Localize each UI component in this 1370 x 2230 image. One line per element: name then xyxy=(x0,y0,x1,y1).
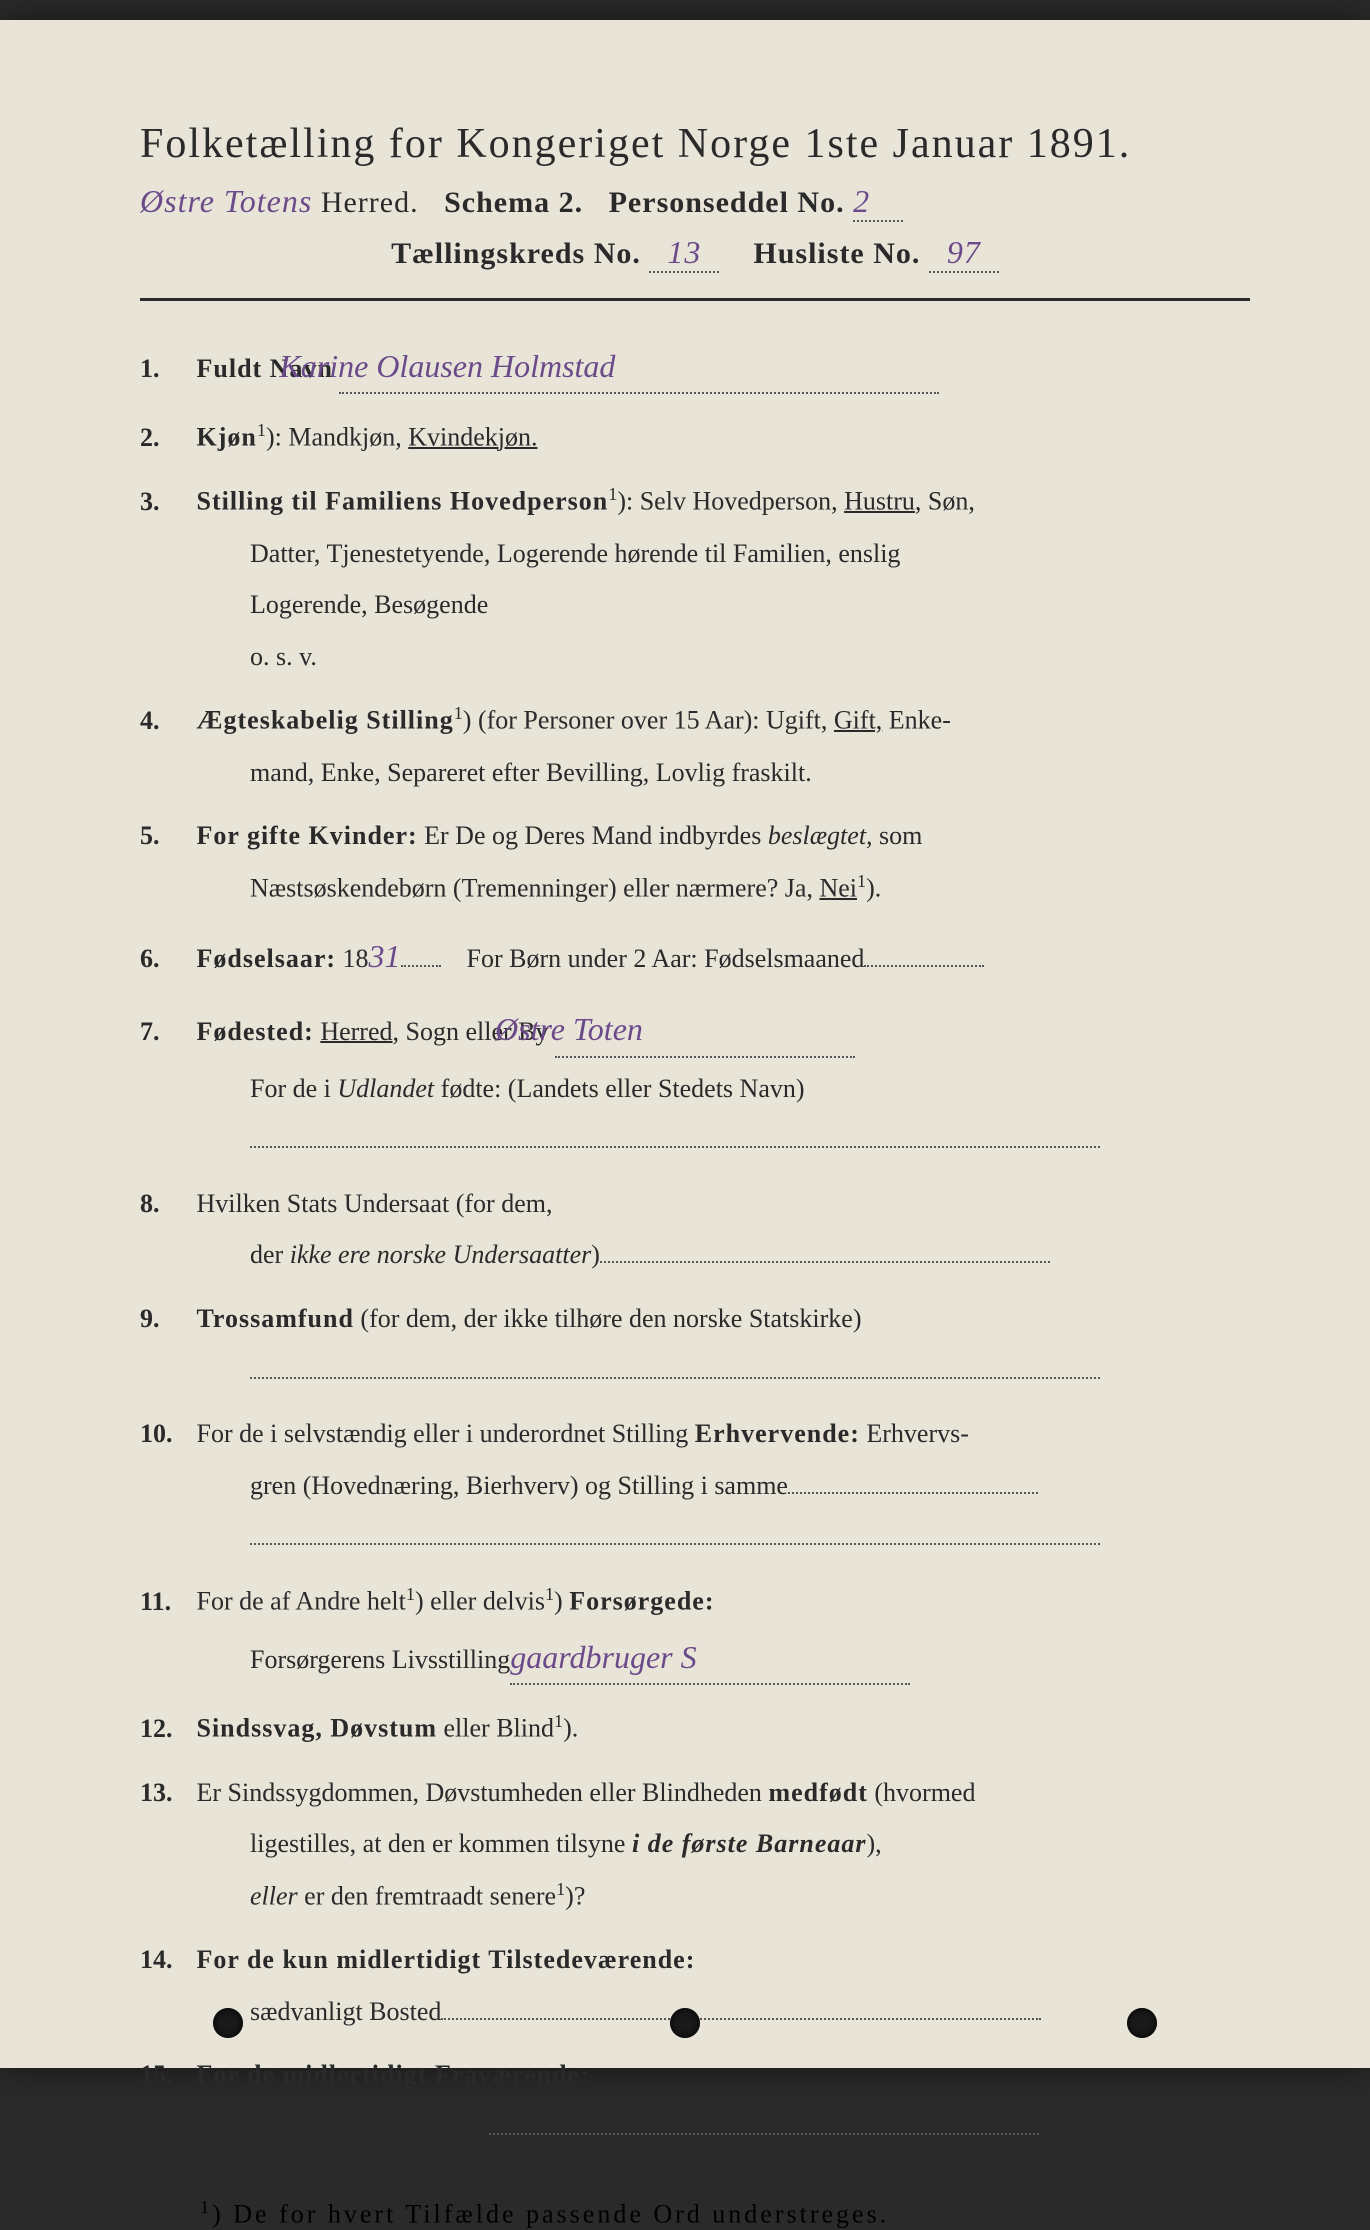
item-15-label: For de midlertidigt Fraværende: xyxy=(197,2060,590,2089)
item-6-year: 31 xyxy=(369,938,401,974)
item-5-selected: Nei xyxy=(819,874,857,903)
item-11-num: 11. xyxy=(140,1581,190,1623)
item-2-num: 2. xyxy=(140,417,190,459)
item-3-label: Stilling til Familiens Hovedperson xyxy=(197,487,609,516)
item-15-num: 15. xyxy=(140,2054,190,2096)
census-form-page: Folketælling for Kongeriget Norge 1ste J… xyxy=(0,20,1370,2068)
item-15-line2: antageligt Opholdssted xyxy=(140,2106,1250,2148)
item-3-num: 3. xyxy=(140,481,190,523)
personseddel-no: 2 xyxy=(853,183,870,219)
item-3: 3. Stilling til Familiens Hovedperson1):… xyxy=(140,480,1250,522)
item-1-value: Karine Olausen Holmstad xyxy=(279,348,615,384)
herred-label: Herred. xyxy=(321,186,419,219)
item-12-label: Sindssvag, Døvstum xyxy=(197,1714,438,1743)
personseddel-label: Personseddel No. xyxy=(609,186,845,219)
item-5: 5. For gifte Kvinder: Er De og Deres Man… xyxy=(140,815,1250,857)
item-7-num: 7. xyxy=(140,1011,190,1053)
item-9-num: 9. xyxy=(140,1298,190,1340)
item-14-num: 14. xyxy=(140,1939,190,1981)
kreds-line: Tællingskreds No. 13 Husliste No. 97 xyxy=(140,234,1250,273)
item-10-blank xyxy=(140,1516,1250,1558)
item-1-num: 1. xyxy=(140,348,190,390)
item-4-selected: Gift, xyxy=(834,706,882,735)
form-header: Folketælling for Kongeriget Norge 1ste J… xyxy=(140,120,1250,273)
item-12: 12. Sindssvag, Døvstum eller Blind1). xyxy=(140,1707,1250,1749)
item-3-line4: o. s. v. xyxy=(140,636,1250,678)
item-7-value: Østre Toten xyxy=(495,1011,643,1047)
item-13-line2: ligestilles, at den er kommen tilsyne i … xyxy=(140,1823,1250,1865)
item-4: 4. Ægteskabelig Stilling1) (for Personer… xyxy=(140,699,1250,741)
item-8: 8. Hvilken Stats Undersaat (for dem, xyxy=(140,1183,1250,1225)
footnote: 1) De for hvert Tilfælde passende Ord un… xyxy=(140,2197,1250,2230)
item-9: 9. Trossamfund (for dem, der ikke tilhør… xyxy=(140,1298,1250,1340)
item-4-num: 4. xyxy=(140,700,190,742)
item-9-blank xyxy=(140,1350,1250,1392)
item-15: 15. For de midlertidigt Fraværende: xyxy=(140,2054,1250,2096)
husliste-label: Husliste No. xyxy=(753,237,920,270)
hole-icon xyxy=(670,2008,700,2038)
husliste-no: 97 xyxy=(947,234,981,270)
hole-icon xyxy=(1127,2008,1157,2038)
item-14: 14. For de kun midlertidigt Tilstedevære… xyxy=(140,1939,1250,1981)
item-11-line2: Forsørgerens Livsstillinggaardbruger S xyxy=(140,1632,1250,1685)
form-title: Folketælling for Kongeriget Norge 1ste J… xyxy=(140,120,1250,168)
item-13: 13. Er Sindssygdommen, Døvstumheden elle… xyxy=(140,1772,1250,1814)
item-7: 7. Fødested: Herred, Sogn eller By Østre… xyxy=(140,1004,1250,1057)
item-9-label: Trossamfund xyxy=(197,1304,354,1333)
herred-value: Østre Totens xyxy=(140,183,312,219)
item-11-value: gaardbruger S xyxy=(510,1639,696,1675)
item-2-selected: Kvindekjøn. xyxy=(408,423,537,452)
item-4-line2: mand, Enke, Separeret efter Bevilling, L… xyxy=(140,752,1250,794)
item-11: 11. For de af Andre helt1) eller delvis1… xyxy=(140,1580,1250,1622)
item-10-num: 10. xyxy=(140,1413,190,1455)
item-3-selected: Hustru xyxy=(844,487,915,516)
item-7-blank xyxy=(140,1119,1250,1161)
herred-line: Østre Totens Herred. Schema 2. Personsed… xyxy=(140,183,1250,222)
item-7-herred: Herred xyxy=(320,1017,392,1046)
schema-label: Schema 2. xyxy=(444,186,583,219)
item-5-line2: Næstsøskendebørn (Tremenninger) eller næ… xyxy=(140,867,1250,909)
item-2: 2. Kjøn1): Mandkjøn, Kvindekjøn. xyxy=(140,416,1250,458)
item-3-line3: Logerende, Besøgende xyxy=(140,584,1250,626)
item-3-line2: Datter, Tjenestetyende, Logerende hørend… xyxy=(140,533,1250,575)
item-10: 10. For de i selvstændig eller i underor… xyxy=(140,1413,1250,1455)
item-6-num: 6. xyxy=(140,938,190,980)
item-6: 6. Fødselsaar: 1831 For Børn under 2 Aar… xyxy=(140,931,1250,982)
item-7-line2: For de i Udlandet fødte: (Landets eller … xyxy=(140,1068,1250,1110)
taellingskreds-label: Tællingskreds No. xyxy=(391,237,641,270)
item-8-num: 8. xyxy=(140,1183,190,1225)
item-2-label: Kjøn xyxy=(197,423,257,452)
taellingskreds-no: 13 xyxy=(667,234,701,270)
header-divider xyxy=(140,298,1250,301)
item-4-label: Ægteskabelig Stilling xyxy=(197,706,454,735)
item-5-num: 5. xyxy=(140,815,190,857)
item-13-num: 13. xyxy=(140,1772,190,1814)
item-13-line3: eller er den fremtraadt senere1)? xyxy=(140,1875,1250,1917)
item-6-label: Fødselsaar: xyxy=(197,944,337,973)
hole-icon xyxy=(213,2008,243,2038)
item-7-label: Fødested: xyxy=(197,1017,314,1046)
item-8-line2: der ikke ere norske Undersaatter) xyxy=(140,1234,1250,1276)
item-12-num: 12. xyxy=(140,1708,190,1750)
item-1: 1. Fuldt Navn Karine Olausen Holmstad xyxy=(140,341,1250,394)
binding-holes xyxy=(0,2008,1370,2038)
item-5-label: For gifte Kvinder: xyxy=(197,821,418,850)
item-10-line2: gren (Hovednæring, Bierhverv) og Stillin… xyxy=(140,1465,1250,1507)
